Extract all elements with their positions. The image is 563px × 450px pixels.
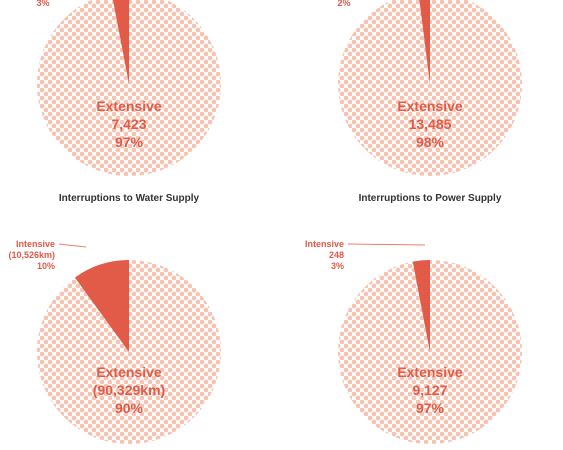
pie-1-slice-extensive (338, 0, 522, 176)
pie-2-slice-intensive (74, 260, 129, 352)
chart-title-water-supply: Interruptions to Water Supply (58, 193, 200, 204)
pie-3-slice-intensive (412, 260, 430, 352)
pie-0-extensive-label-2: 97% (115, 134, 144, 150)
pie-0-slice-extensive (37, 0, 221, 176)
pie-2-extensive-label-0: Extensive (96, 364, 162, 380)
pie-0-extensive-label-1: 7,423 (111, 116, 146, 132)
pie-3-extensive-label-2: 97% (416, 400, 445, 416)
pie-0-intensive-label-0: 3% (36, 0, 49, 8)
pie-3-intensive-label-2: 3% (331, 261, 344, 271)
pie-3-extensive-label-1: 9,127 (412, 382, 447, 398)
pie-2-intensive-label-0: Intensive (16, 239, 55, 249)
chart-title-power-supply: Interruptions to Power Supply (358, 193, 502, 204)
pie-0-extensive-label-0: Extensive (96, 98, 162, 114)
pie-0-slice-intensive (112, 0, 129, 84)
pie-3-intensive-label-0: Intensive (305, 239, 344, 249)
pie-2-intensive-label-2: 10% (37, 261, 55, 271)
pie-2-leader-line (58, 243, 87, 248)
pie-1-slice-intensive (419, 0, 430, 84)
pie-3-extensive-label-0: Extensive (397, 364, 463, 380)
pie-3-intensive-label-1: 248 (329, 250, 344, 260)
pie-1-extensive-label-0: Extensive (397, 98, 463, 114)
pie-1-intensive-label-0: 2% (337, 0, 350, 8)
pie-2-extensive-label-1: (90,329km) (93, 382, 165, 398)
pie-1-extensive-label-2: 98% (416, 134, 445, 150)
pie-1-extensive-label-1: 13,485 (409, 116, 452, 132)
pie-2-intensive-label-1: (10,526km) (8, 250, 55, 260)
pie-2-extensive-label-2: 90% (115, 400, 144, 416)
pie-3-leader-line (347, 243, 426, 246)
